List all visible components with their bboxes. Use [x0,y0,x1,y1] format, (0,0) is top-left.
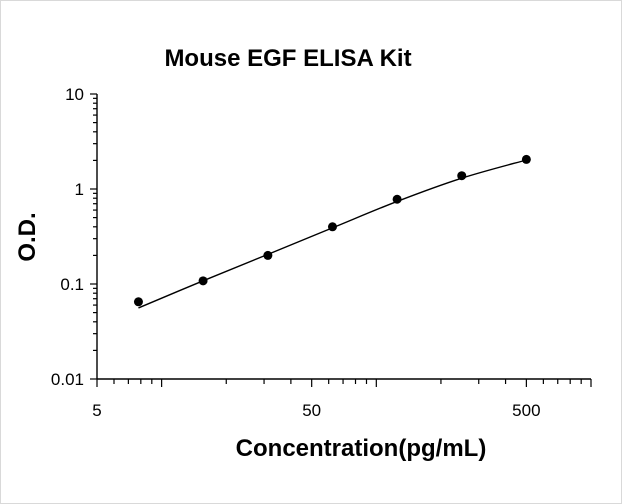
data-point [263,250,273,260]
data-point [133,297,143,307]
chart-title: Mouse EGF ELISA Kit [164,45,411,72]
y-tick-label: 0.1 [60,275,84,294]
data-point [521,154,531,164]
fit-curve-line [138,159,527,309]
x-tick-label: 500 [512,401,540,420]
y-axis-title: O.D. [14,212,41,261]
data-point [457,171,467,181]
x-axis-title: Concentration(pg/mL) [236,435,487,462]
x-tick-label: 50 [302,401,321,420]
y-tick-label: 0.01 [51,370,84,389]
axis-ticks [90,93,592,387]
data-point [327,222,337,232]
y-tick-label: 10 [65,85,84,104]
data-point [198,276,208,286]
y-tick-label: 1 [75,180,84,199]
data-points [133,154,531,307]
tick-labels: 5 50 500 0.01 0.1 1 10 [51,85,541,420]
x-tick-label: 5 [92,401,101,420]
data-point [392,194,402,204]
